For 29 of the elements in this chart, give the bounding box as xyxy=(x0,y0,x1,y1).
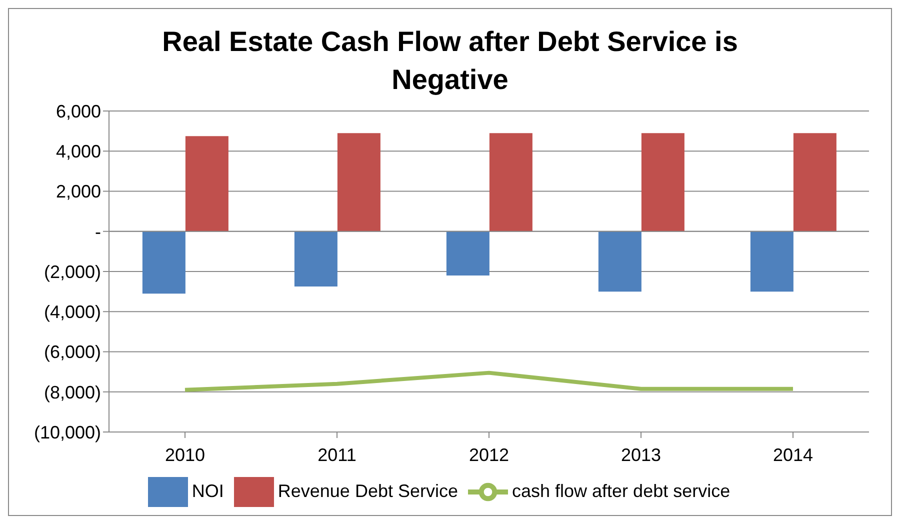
bar xyxy=(142,231,186,294)
x-tick-label: 2013 xyxy=(620,444,662,465)
x-tick-label: 2010 xyxy=(164,444,206,465)
line-series xyxy=(183,370,795,392)
y-tick-label: 4,000 xyxy=(56,142,101,162)
bar xyxy=(598,231,642,292)
bar xyxy=(446,231,490,276)
y-tick-label: 6,000 xyxy=(56,101,101,122)
chart-title: Real Estate Cash Flow after Debt Service is Negative xyxy=(161,25,739,97)
bar xyxy=(294,231,338,287)
x-tick-label: 2014 xyxy=(772,444,814,465)
legend-label: Revenue Debt Service xyxy=(278,480,458,501)
bar xyxy=(750,231,794,292)
y-tick-label: 2,000 xyxy=(56,182,101,202)
y-tick-label: (10,000) xyxy=(34,422,101,442)
bar xyxy=(489,133,532,232)
y-tick-label: (6,000) xyxy=(44,342,101,362)
bar xyxy=(793,133,836,232)
y-tick-label: (8,000) xyxy=(44,382,101,402)
legend-label: NOI xyxy=(192,480,224,501)
bar xyxy=(337,133,380,232)
y-tick-label: (4,000) xyxy=(44,302,101,322)
bar xyxy=(185,136,228,232)
y-tick-label: - xyxy=(95,222,101,242)
bar xyxy=(641,133,684,232)
x-tick-label: 2012 xyxy=(468,444,510,465)
legend-label: cash flow after debt service xyxy=(512,480,730,501)
x-tick-label: 2011 xyxy=(318,444,356,465)
y-tick-label: (2,000) xyxy=(44,262,101,282)
